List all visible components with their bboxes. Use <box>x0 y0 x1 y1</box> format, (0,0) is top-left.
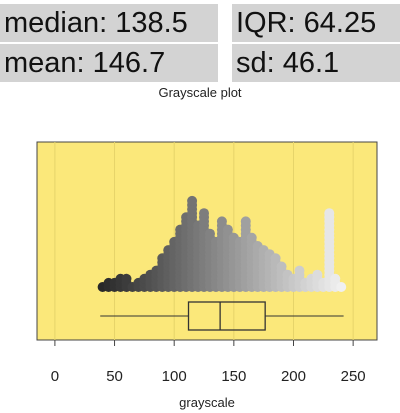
x-tick-label: 200 <box>281 368 306 385</box>
x-tick-label: 50 <box>106 368 123 385</box>
data-point <box>121 273 132 284</box>
data-point <box>270 253 281 264</box>
gridlines <box>54 142 354 340</box>
data-point <box>246 232 257 243</box>
data-point <box>199 208 210 219</box>
data-point <box>216 216 227 227</box>
boxplot <box>100 301 344 331</box>
x-tick-label: 150 <box>221 368 246 385</box>
iqr-stat: IQR: 64.25 <box>232 4 400 42</box>
data-point <box>324 208 335 219</box>
iqr-box <box>187 301 266 331</box>
stats-panel: median: 138.5 IQR: 64.25 mean: 146.7 sd:… <box>0 0 400 84</box>
data-point <box>312 269 323 280</box>
x-axis-label: grayscale <box>179 395 235 410</box>
grayscale-chart: Grayscale plot 0 50 100 150 200 250 grayscale <box>36 85 378 410</box>
chart-title: Grayscale plot <box>158 85 241 100</box>
data-point <box>294 265 305 276</box>
data-point <box>187 195 198 206</box>
data-point <box>276 261 287 272</box>
median-stat: median: 138.5 <box>0 4 218 42</box>
data-point <box>204 228 215 239</box>
sd-stat: sd: 46.1 <box>232 44 400 82</box>
mean-stat: mean: 146.7 <box>0 44 218 82</box>
data-point <box>330 273 341 284</box>
data-point <box>336 282 347 292</box>
x-tick-label: 250 <box>341 368 366 385</box>
data-point <box>240 216 251 227</box>
x-tick-label: 0 <box>51 368 59 385</box>
x-tick-label: 100 <box>162 368 187 385</box>
data-points <box>97 195 347 292</box>
x-axis: 0 50 100 150 200 250 <box>51 340 366 385</box>
data-point <box>222 224 233 235</box>
